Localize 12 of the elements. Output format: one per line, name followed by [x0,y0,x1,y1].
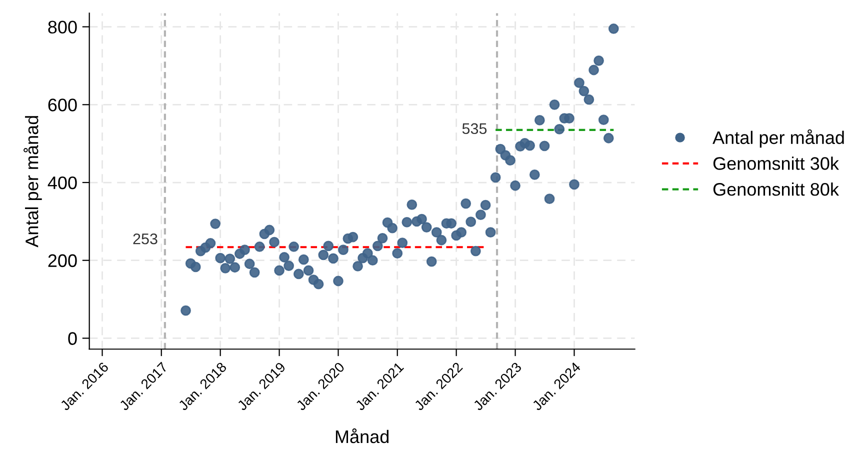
y-axis-title: Antal per månad [24,116,42,248]
y-tick-label: 800 [48,20,77,34]
legend-label: Genomsnitt 30k [713,156,839,170]
y-tick-label: 0 [68,332,77,345]
annotation: 253 [133,233,158,244]
y-tick-label: 400 [48,176,77,190]
y-tick-label: 200 [48,254,77,268]
y-tick-label: 600 [48,98,77,112]
x-axis-title: Månad [336,428,389,444]
annotation: 535 [462,123,487,134]
legend-label: Genomsnitt 80k [713,182,839,196]
legend-label: Antal per månad [712,129,844,148]
